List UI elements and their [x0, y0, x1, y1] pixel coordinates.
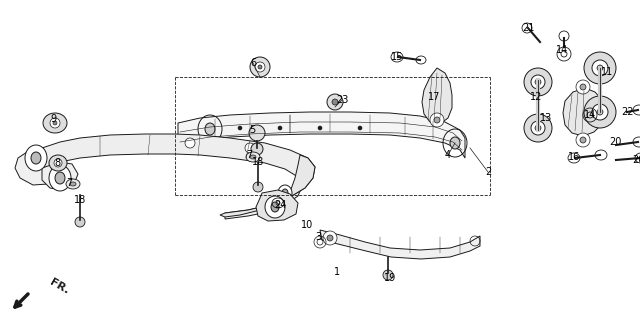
Ellipse shape — [383, 270, 393, 280]
Ellipse shape — [271, 202, 279, 212]
Text: 24: 24 — [274, 200, 286, 210]
Ellipse shape — [50, 118, 60, 128]
Ellipse shape — [576, 80, 590, 94]
Ellipse shape — [258, 65, 262, 69]
Ellipse shape — [250, 155, 256, 159]
Ellipse shape — [55, 172, 65, 184]
Ellipse shape — [66, 179, 80, 189]
Ellipse shape — [249, 125, 265, 141]
Text: 19: 19 — [384, 273, 396, 283]
Ellipse shape — [265, 196, 285, 218]
Text: 8: 8 — [54, 158, 60, 168]
Ellipse shape — [584, 52, 616, 84]
Ellipse shape — [53, 121, 57, 125]
Ellipse shape — [70, 182, 76, 186]
Polygon shape — [563, 88, 604, 136]
Text: 7: 7 — [246, 150, 252, 160]
Ellipse shape — [584, 96, 616, 128]
Ellipse shape — [185, 138, 195, 148]
Text: FR.: FR. — [48, 278, 71, 296]
Ellipse shape — [31, 152, 41, 164]
Polygon shape — [178, 112, 465, 158]
Ellipse shape — [327, 94, 343, 110]
Ellipse shape — [524, 114, 552, 142]
Text: 18: 18 — [252, 157, 264, 167]
Ellipse shape — [524, 68, 552, 96]
Polygon shape — [15, 148, 56, 185]
Text: 20: 20 — [632, 155, 640, 165]
Ellipse shape — [531, 75, 545, 89]
Ellipse shape — [580, 84, 586, 90]
Text: 12: 12 — [530, 92, 542, 102]
Ellipse shape — [246, 152, 260, 162]
Text: 14: 14 — [584, 110, 596, 120]
Polygon shape — [42, 134, 315, 219]
Ellipse shape — [434, 117, 440, 123]
Text: 10: 10 — [301, 220, 313, 230]
Ellipse shape — [592, 104, 608, 120]
Text: 17: 17 — [428, 92, 440, 102]
Ellipse shape — [535, 79, 541, 85]
Text: 9: 9 — [50, 114, 56, 124]
Ellipse shape — [597, 109, 603, 115]
Text: 6: 6 — [250, 58, 256, 68]
Text: 22: 22 — [621, 107, 633, 117]
Ellipse shape — [450, 137, 460, 149]
Polygon shape — [422, 68, 452, 124]
Ellipse shape — [25, 145, 47, 171]
Ellipse shape — [251, 143, 263, 155]
Text: 7: 7 — [66, 178, 72, 188]
Ellipse shape — [430, 113, 444, 127]
Ellipse shape — [255, 62, 265, 72]
Ellipse shape — [282, 189, 288, 197]
Ellipse shape — [54, 159, 62, 167]
Ellipse shape — [323, 231, 337, 245]
Text: 2: 2 — [485, 167, 491, 177]
Ellipse shape — [49, 155, 67, 171]
Polygon shape — [220, 155, 315, 217]
Ellipse shape — [576, 133, 590, 147]
Text: 16: 16 — [568, 152, 580, 162]
Polygon shape — [256, 190, 298, 221]
Text: 4: 4 — [445, 150, 451, 160]
Ellipse shape — [205, 123, 215, 135]
Text: 1: 1 — [334, 267, 340, 277]
Ellipse shape — [266, 202, 274, 212]
Ellipse shape — [327, 235, 333, 241]
Ellipse shape — [580, 137, 586, 143]
Ellipse shape — [49, 165, 71, 191]
Ellipse shape — [332, 99, 338, 105]
Polygon shape — [42, 162, 78, 190]
Ellipse shape — [531, 121, 545, 135]
Text: 23: 23 — [336, 95, 348, 105]
Text: 18: 18 — [74, 195, 86, 205]
Text: 21: 21 — [522, 23, 534, 33]
Ellipse shape — [592, 60, 608, 76]
Text: 11: 11 — [601, 67, 613, 77]
Ellipse shape — [250, 57, 270, 77]
Ellipse shape — [261, 197, 279, 217]
Ellipse shape — [278, 185, 292, 201]
Ellipse shape — [43, 113, 67, 133]
Ellipse shape — [535, 125, 541, 131]
Ellipse shape — [75, 217, 85, 227]
Ellipse shape — [597, 65, 603, 71]
Text: 15: 15 — [391, 52, 403, 62]
Ellipse shape — [238, 126, 242, 130]
Text: 5: 5 — [249, 125, 255, 135]
Ellipse shape — [245, 143, 255, 153]
Ellipse shape — [318, 126, 322, 130]
Ellipse shape — [253, 182, 263, 192]
Polygon shape — [320, 230, 480, 259]
Ellipse shape — [278, 126, 282, 130]
Ellipse shape — [358, 126, 362, 130]
Text: 3: 3 — [315, 232, 321, 242]
Text: 13: 13 — [540, 113, 552, 123]
Text: 20: 20 — [609, 137, 621, 147]
Text: 14: 14 — [556, 45, 568, 55]
